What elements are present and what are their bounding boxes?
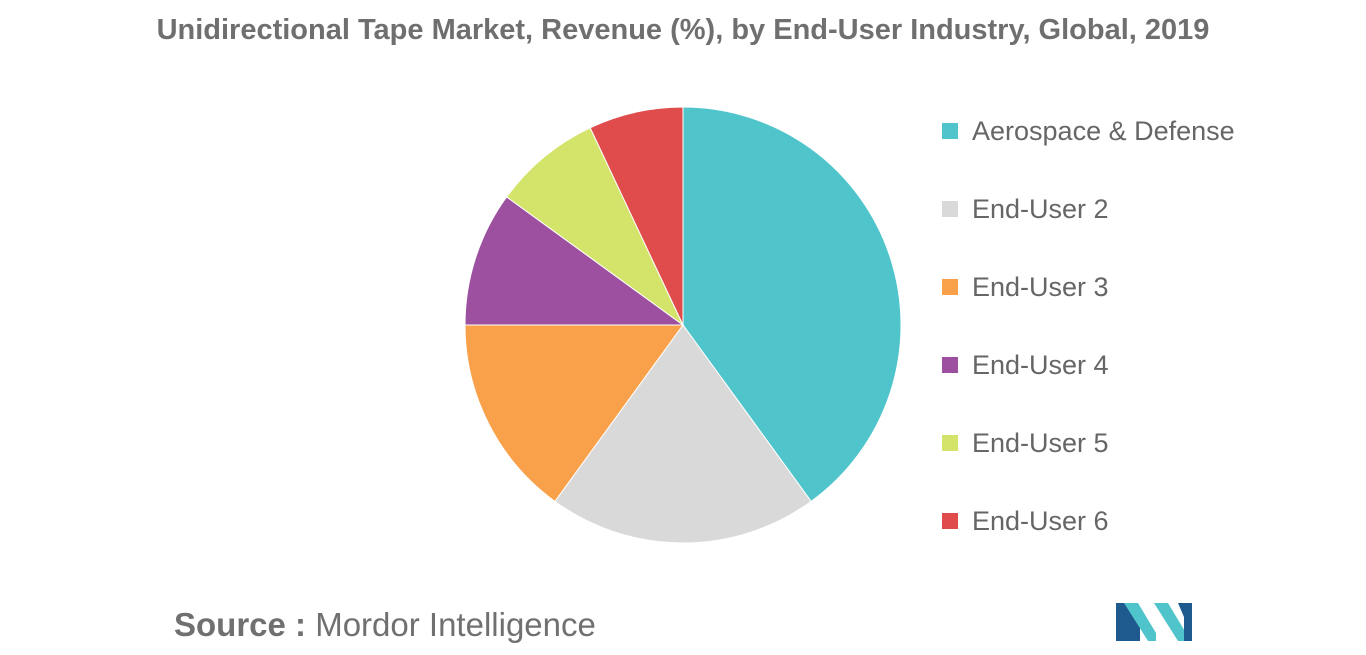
legend-label: End-User 4 (972, 350, 1109, 380)
pie-slice-end-user-5 (505, 127, 684, 326)
legend-item-aerospace-defense: Aerospace & Defense (942, 112, 1322, 190)
source-text: Mordor Intelligence (315, 606, 596, 643)
pie-slice-end-user-6 (589, 106, 684, 326)
legend-swatch (942, 513, 958, 529)
legend: Aerospace & Defense End-User 2 End-User … (942, 112, 1322, 580)
legend-label: End-User 6 (972, 506, 1109, 536)
mordor-intelligence-logo-icon (1116, 603, 1192, 641)
legend-swatch (942, 123, 958, 139)
pie-slice-end-user-2 (554, 324, 812, 544)
legend-item-end-user-3: End-User 3 (942, 268, 1322, 346)
legend-swatch (942, 279, 958, 295)
legend-label: End-User 2 (972, 194, 1109, 224)
legend-swatch (942, 435, 958, 451)
legend-label: Aerospace & Defense (972, 116, 1235, 146)
source-prefix: Source : (174, 606, 307, 643)
legend-item-end-user-2: End-User 2 (942, 190, 1322, 268)
legend-label: End-User 3 (972, 272, 1109, 302)
chart-title: Unidirectional Tape Market, Revenue (%),… (156, 14, 1210, 46)
pie-slice-aerospace-defense (682, 106, 902, 503)
source-note: Source : Mordor Intelligence (174, 606, 596, 644)
legend-swatch (942, 357, 958, 373)
pie-slice-end-user-3 (464, 324, 684, 503)
legend-item-end-user-5: End-User 5 (942, 424, 1322, 502)
legend-swatch (942, 201, 958, 217)
legend-label: End-User 5 (972, 428, 1109, 458)
legend-item-end-user-6: End-User 6 (942, 502, 1322, 580)
pie-slice-end-user-4 (464, 196, 685, 326)
legend-item-end-user-4: End-User 4 (942, 346, 1322, 424)
